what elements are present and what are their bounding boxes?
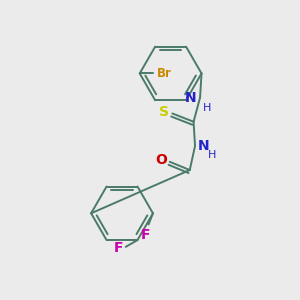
Text: S: S	[159, 105, 170, 119]
Text: N: N	[198, 139, 210, 153]
Text: F: F	[141, 228, 150, 242]
Text: Br: Br	[158, 67, 172, 80]
Text: H: H	[208, 150, 217, 160]
Text: O: O	[155, 153, 167, 167]
Text: N: N	[184, 91, 196, 105]
Text: H: H	[202, 103, 211, 113]
Text: F: F	[113, 241, 123, 255]
